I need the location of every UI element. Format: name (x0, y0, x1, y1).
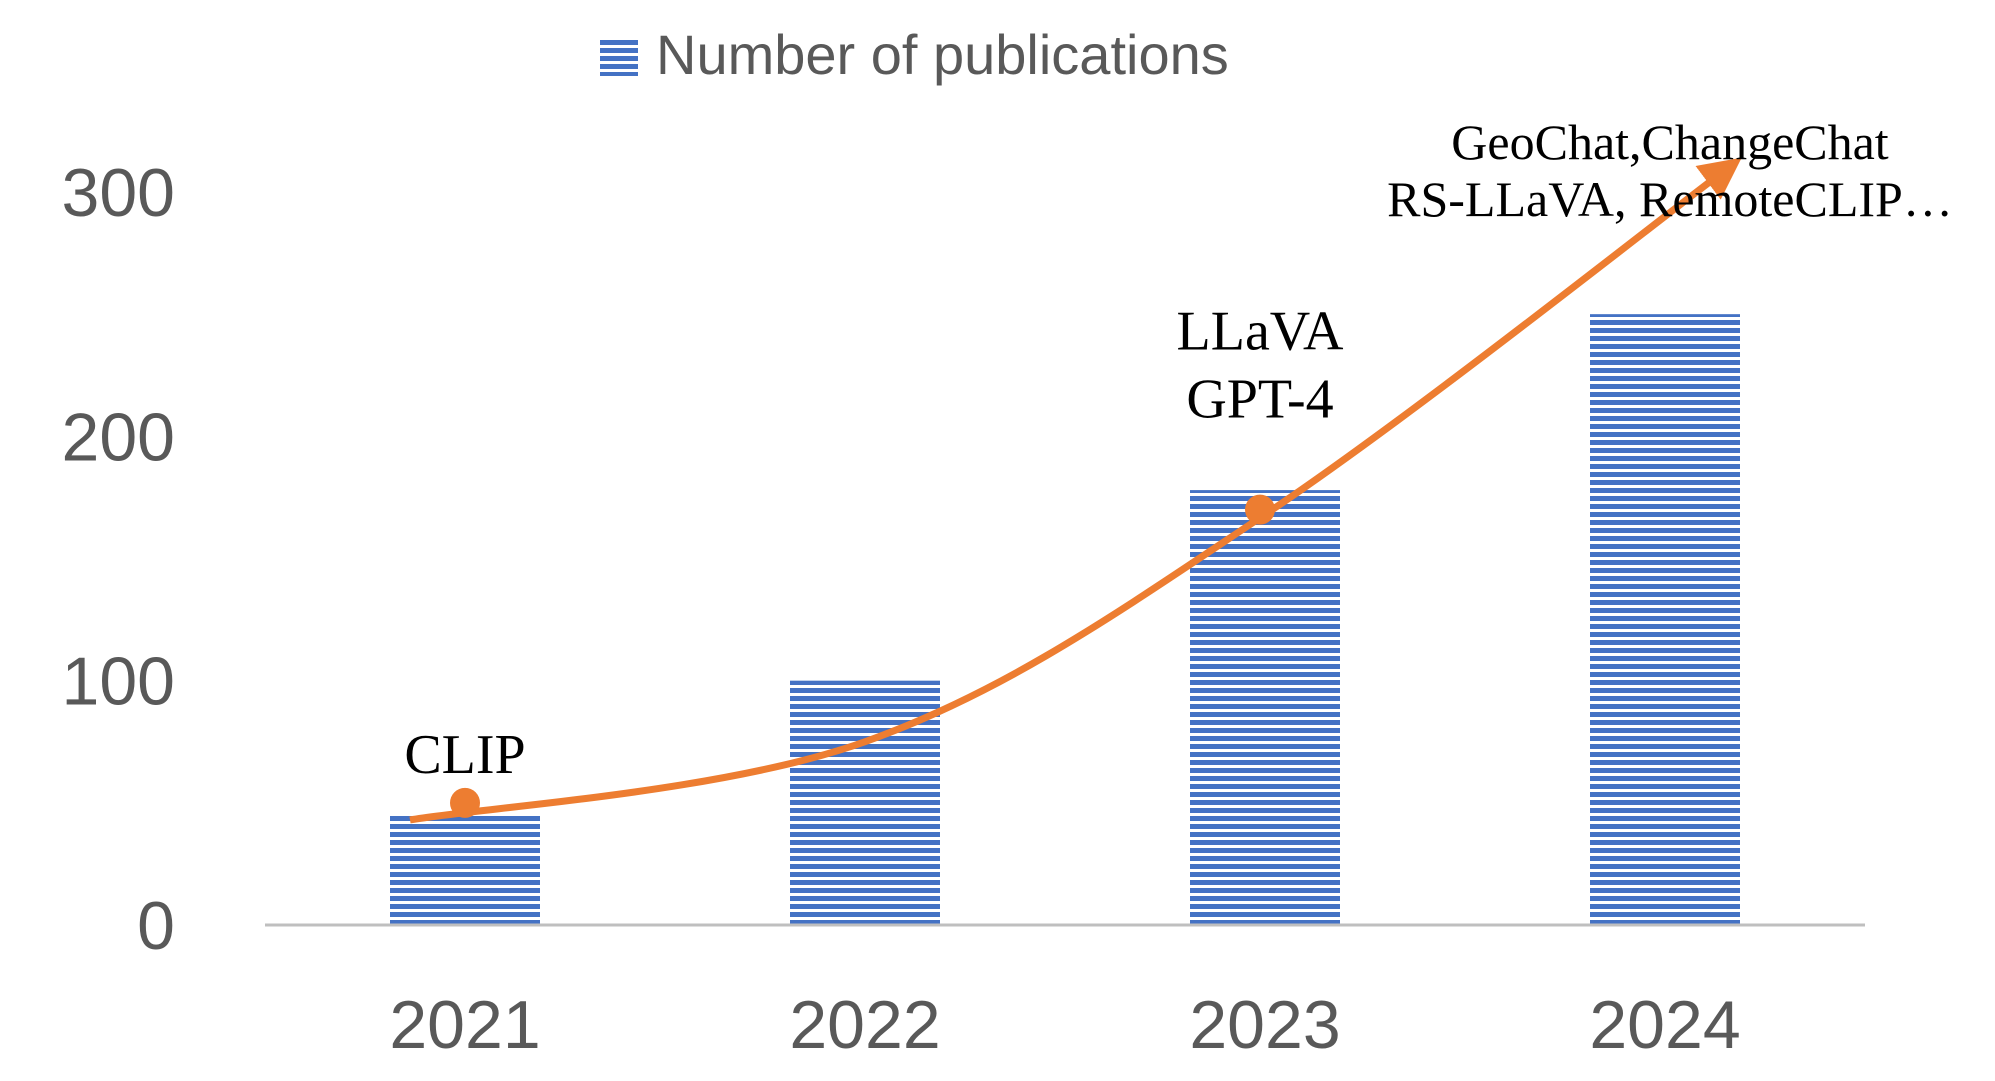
annotation-label: LLaVA (1177, 301, 1344, 363)
x-tick-label: 2024 (1589, 987, 1740, 1063)
annotation-label: CLIP (404, 724, 525, 786)
y-axis: 0 100 200 300 (62, 155, 175, 964)
bar-2023 (1190, 490, 1340, 925)
x-tick-label: 2021 (389, 987, 540, 1063)
x-axis: 2021 2022 2023 2024 (389, 987, 1740, 1063)
bar-2024 (1590, 314, 1740, 926)
annotation-label: RS-LLaVA, RemoteCLIP… (1387, 171, 1953, 227)
annotation-marker (1245, 494, 1275, 525)
annotation-label: GPT-4 (1186, 369, 1333, 431)
legend: Number of publications (600, 23, 1229, 86)
annotation-label: GeoChat,ChangeChat (1451, 114, 1889, 170)
annotation-marker (450, 787, 480, 818)
trend (409, 157, 1742, 824)
bar-2021 (390, 815, 540, 925)
legend-swatch (600, 38, 638, 76)
y-tick-label: 300 (62, 155, 175, 231)
bars (390, 314, 1740, 926)
trend-arrow (409, 157, 1742, 824)
y-tick-label: 100 (62, 644, 175, 720)
x-tick-label: 2023 (1189, 987, 1340, 1063)
x-tick-label: 2022 (789, 987, 940, 1063)
y-tick-label: 0 (137, 888, 175, 964)
legend-label: Number of publications (656, 23, 1229, 86)
y-tick-label: 200 (62, 399, 175, 475)
